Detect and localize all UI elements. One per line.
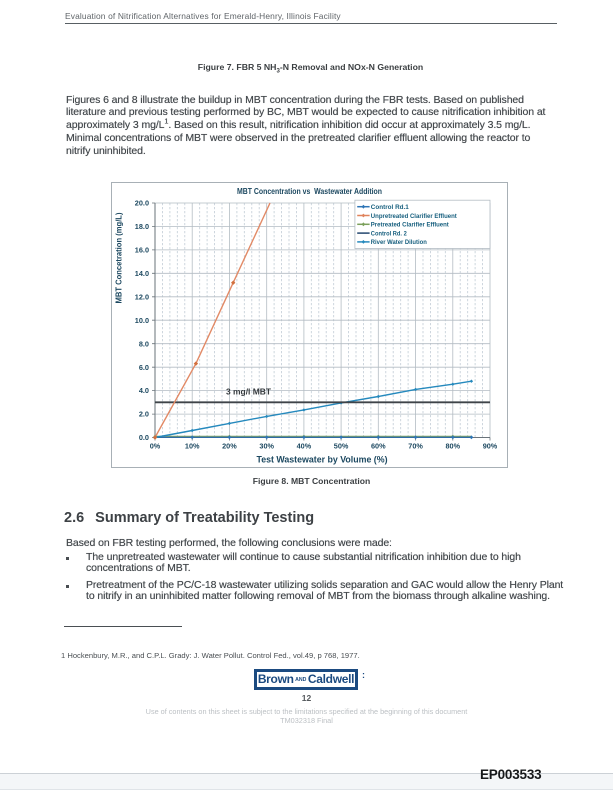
svg-text:8.0: 8.0 — [139, 339, 149, 348]
svg-text:4.0: 4.0 — [139, 386, 149, 395]
svg-text:50%: 50% — [334, 442, 349, 451]
svg-text:River Water Dilution: River Water Dilution — [371, 239, 427, 246]
svg-text:12.0: 12.0 — [135, 292, 149, 301]
svg-text:18.0: 18.0 — [135, 222, 149, 231]
svg-text:MBT Concentration vs Wastewat: MBT Concentration vs Wastewater Addition — [237, 187, 382, 196]
svg-text:16.0: 16.0 — [135, 246, 149, 255]
svg-text:10%: 10% — [185, 442, 200, 451]
svg-text:Test Wastewater by Volume (%): Test Wastewater by Volume (%) — [257, 454, 388, 464]
svg-text:Control Rd. 2: Control Rd. 2 — [371, 230, 408, 237]
svg-text:10.0: 10.0 — [135, 316, 149, 325]
svg-text:Pretreated Clarifier Effluent: Pretreated Clarifier Effluent — [371, 222, 449, 229]
svg-text:MBT Concetration (mg/L): MBT Concetration (mg/L) — [115, 212, 124, 303]
svg-text:3 mg/l MBT: 3 mg/l MBT — [226, 388, 271, 397]
svg-text:6.0: 6.0 — [139, 363, 149, 372]
svg-text:20%: 20% — [222, 442, 237, 451]
svg-text:14.0: 14.0 — [135, 269, 149, 278]
svg-text:70%: 70% — [408, 442, 423, 451]
svg-text:Unpretreated Clarifier Effluen: Unpretreated Clarifier Effluent — [371, 213, 457, 220]
svg-text:60%: 60% — [371, 442, 386, 451]
svg-text:80%: 80% — [445, 442, 460, 451]
svg-text:0.0: 0.0 — [139, 433, 149, 442]
svg-text:2.0: 2.0 — [139, 410, 149, 419]
svg-text:40%: 40% — [297, 442, 312, 451]
svg-text:90%: 90% — [483, 442, 498, 451]
svg-text:20.0: 20.0 — [135, 199, 149, 208]
svg-text:Control Rd.1: Control Rd.1 — [371, 204, 410, 211]
svg-text:0%: 0% — [150, 442, 161, 451]
svg-text:30%: 30% — [259, 442, 274, 451]
